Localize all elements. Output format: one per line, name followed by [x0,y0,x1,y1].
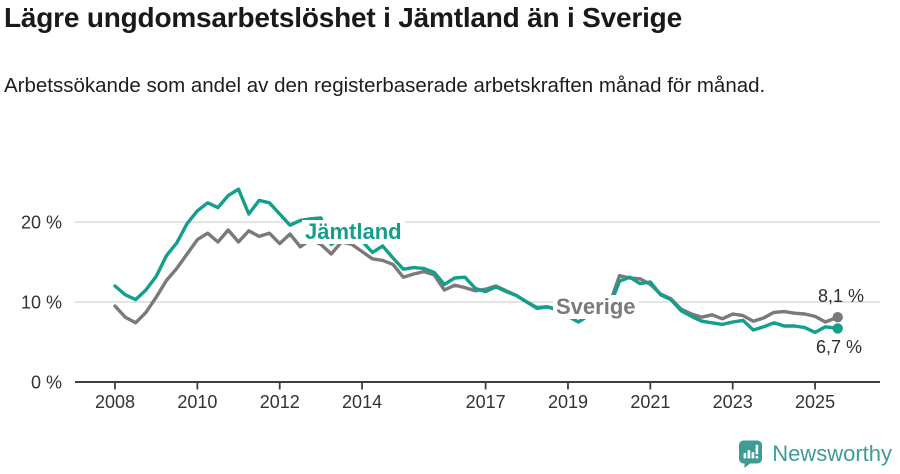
end-value-label-jamtland: 6,7 % [816,337,863,357]
sverige-end-dot [832,312,843,323]
x-tick-label-2010: 2010 [177,392,217,412]
x-tick-label-2021: 2021 [630,392,670,412]
sverige-line [113,228,840,325]
y-tick-label-10: 10 % [21,293,62,313]
x-tick-label-2008: 2008 [95,392,135,412]
x-tick-label-2025: 2025 [795,392,835,412]
chart-title: Lägre ungdomsarbetslöshet i Jämtland än … [4,2,682,33]
chart-subtitle: Arbetssökande som andel av den registerb… [4,74,766,97]
logo-exclamation [755,444,759,455]
x-tick-label-2019: 2019 [548,392,588,412]
brand-name: Newsworthy [772,441,892,466]
x-tick-label-2012: 2012 [260,392,300,412]
x-tick-label-2014: 2014 [342,392,382,412]
logo-exclamation-dot [755,455,759,459]
logo-bar-1 [743,453,747,459]
newsworthy-attribution: Newsworthy [738,440,892,468]
logo-badge [739,440,763,468]
end-value-label-sverige: 8,1 % [818,286,865,306]
jamtland-line [113,187,840,335]
newsworthy-logo-icon [739,440,763,468]
series-label-sverige: Sverige [553,295,639,319]
logo-bar-3 [751,452,755,459]
logo-bar-2 [747,450,751,459]
jamtland-end-dot [832,323,843,334]
y-tick-label-0: 0 % [31,373,62,393]
y-tick-label-20: 20 % [21,213,62,233]
x-tick-label-2017: 2017 [466,392,506,412]
x-tick-label-2023: 2023 [713,392,753,412]
series-label-jamtland: Jämtland [302,220,405,244]
